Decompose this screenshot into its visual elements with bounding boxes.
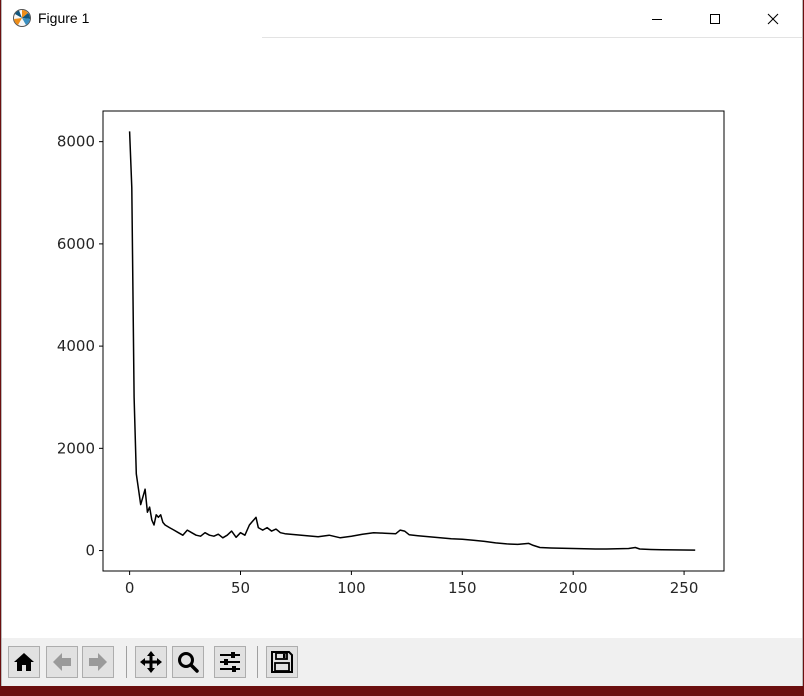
y-tick-label: 6000 bbox=[57, 235, 95, 253]
maximize-button[interactable] bbox=[686, 0, 744, 38]
taskbar-strip bbox=[0, 686, 804, 696]
back-arrow-icon bbox=[53, 653, 71, 671]
pan-button[interactable] bbox=[135, 646, 167, 678]
x-tick-label: 0 bbox=[125, 579, 135, 597]
data-series-line bbox=[128, 131, 696, 551]
x-tick-label: 100 bbox=[337, 579, 366, 597]
y-tick-label: 8000 bbox=[57, 133, 95, 151]
matplotlib-logo-icon bbox=[13, 9, 31, 27]
configure-subplots-icon bbox=[220, 652, 240, 672]
navigation-toolbar bbox=[2, 638, 802, 686]
title-separator bbox=[262, 37, 802, 38]
back-button[interactable] bbox=[46, 646, 78, 678]
figure-canvas[interactable]: 0 50 100 150 200 250 0 2000 4000 6000 8000 bbox=[2, 38, 802, 638]
axes-frame bbox=[102, 110, 725, 572]
x-tick-label: 50 bbox=[231, 579, 250, 597]
forward-arrow-icon bbox=[89, 653, 107, 671]
window-title: Figure 1 bbox=[38, 10, 90, 26]
minimize-button[interactable] bbox=[628, 0, 686, 38]
forward-button[interactable] bbox=[82, 646, 114, 678]
axes-background bbox=[103, 111, 724, 571]
x-tick-label: 200 bbox=[559, 579, 588, 597]
minimize-icon bbox=[652, 19, 662, 20]
close-icon bbox=[767, 13, 779, 25]
toolbar-divider bbox=[126, 646, 127, 678]
y-tick-label: 0 bbox=[85, 542, 95, 560]
maximize-icon bbox=[710, 14, 720, 24]
ticks-group: 0 50 100 150 200 250 0 2000 4000 6000 8000 bbox=[57, 133, 699, 597]
save-button[interactable] bbox=[266, 646, 298, 678]
save-disk-icon bbox=[271, 651, 293, 673]
line-chart[interactable]: 0 50 100 150 200 250 0 2000 4000 6000 8000 bbox=[2, 38, 802, 638]
y-tick-label: 2000 bbox=[57, 439, 95, 457]
home-icon bbox=[14, 653, 34, 671]
home-button[interactable] bbox=[8, 646, 40, 678]
pan-move-icon bbox=[140, 651, 162, 673]
x-tick-label: 250 bbox=[670, 579, 699, 597]
toolbar-divider bbox=[257, 646, 258, 678]
title-bar[interactable]: Figure 1 bbox=[2, 0, 802, 38]
configure-subplots-button[interactable] bbox=[214, 646, 246, 678]
zoom-button[interactable] bbox=[172, 646, 204, 678]
y-tick-label: 4000 bbox=[57, 337, 95, 355]
close-button[interactable] bbox=[744, 0, 802, 38]
x-tick-label: 150 bbox=[448, 579, 477, 597]
zoom-magnifier-icon bbox=[178, 652, 199, 673]
